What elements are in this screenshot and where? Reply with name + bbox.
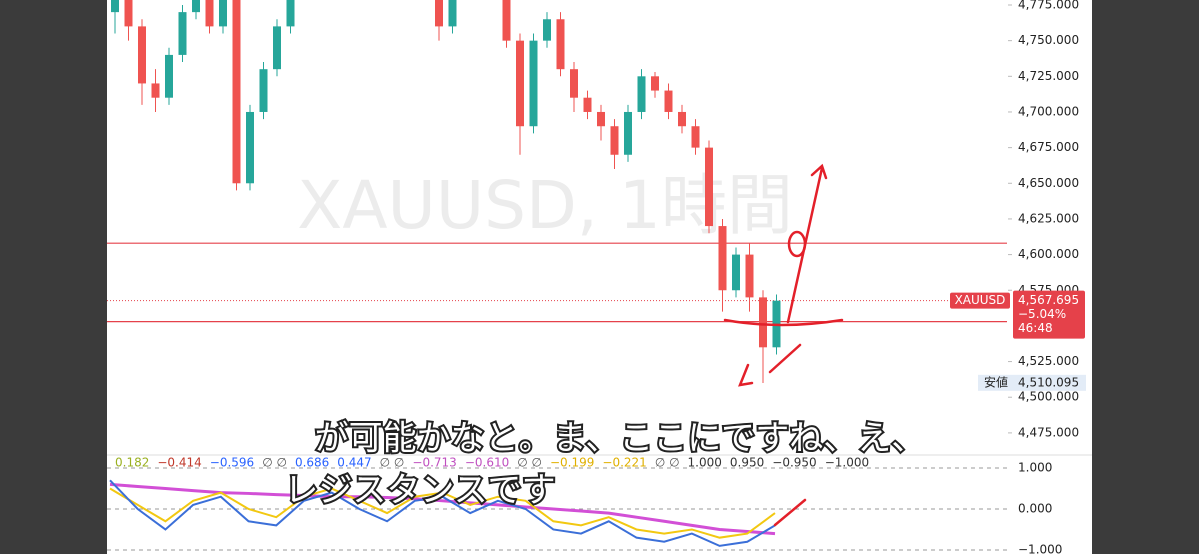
price-axis: 4,775.000 4,750.000 4,725.000 4,700.000 4,67… [950,0,1086,439]
y-tick-label: 4,700.000 [1018,104,1079,118]
candle-body [178,12,187,55]
candle-body [678,111,686,127]
candle-body [691,126,700,148]
candle-body [205,0,214,27]
candle-body [232,0,241,184]
y-tick-label: 4,675.000 [1018,140,1079,154]
symbol-tag [950,292,1010,309]
candle-body [138,26,146,84]
y-tick-label: 4,600.000 [1018,247,1079,261]
candle-body [732,254,740,291]
price-pane [107,0,1007,383]
annotation-stroke [773,498,807,527]
y-tick-label: 4,525.000 [1018,354,1079,368]
candle-body [448,0,457,27]
y-tick-label: −1.000 [1018,542,1062,554]
y-tick-label: 4,775.000 [1018,0,1079,11]
candle-body [273,26,281,70]
candle-body [570,69,578,98]
y-tick-label: 4,650.000 [1018,176,1079,190]
subtitle: が可能かなと。ま、ここにですね、え、 [315,419,926,459]
candle-body [556,19,565,70]
candle-body [664,90,673,112]
legend-value: 0.686 [295,456,329,470]
legend-value: 0.447 [337,456,371,470]
change: −5.04% [1018,307,1066,321]
candle-body [705,147,713,227]
candle-body [516,40,524,127]
last-price-tag [1013,290,1085,339]
chart-area [107,0,1092,554]
annotation-stroke [723,318,844,327]
candle-body [745,254,754,298]
candle-body [246,111,254,184]
oscillator-line [109,479,776,547]
legend-value: ∅ ∅ [517,456,542,470]
candle-body [219,0,227,27]
candle-body [610,126,619,155]
subtitle: レジスタンスです [284,471,555,511]
candle-body [543,19,551,41]
countdown: 46:48 [1018,321,1053,335]
y-tick-label: 4,625.000 [1018,211,1079,225]
candle-body [759,297,767,348]
low-price: 4,510.095 [1018,375,1079,389]
legend-value: ∅ ∅ [380,456,405,470]
symbol-label: XAUUSD [955,293,1006,307]
legend-value: ∅ ∅ [655,456,680,470]
candle-body [718,226,727,291]
candle-body [597,111,605,127]
legend-value: −0.199 [550,456,594,470]
legend-value: −0.414 [157,456,201,470]
legend-value: ∅ ∅ [262,456,287,470]
legend-value: −1.000 [825,456,869,470]
candle-body [192,0,200,13]
candle-body [529,40,538,127]
legend-value: 0.950 [730,456,764,470]
legend-value: 1.000 [688,456,722,470]
low-tag-label: 安値 [984,374,1008,389]
last-price: 4,567.695 [1018,293,1079,307]
candle-body [651,76,659,91]
y-tick-label: 4,750.000 [1018,33,1079,47]
candle-body [435,0,443,27]
candle-body [624,111,632,155]
annotation-circle [787,230,807,258]
candle-body [111,0,119,13]
hand-annotations [723,163,844,527]
y-tick-label: 4,475.000 [1018,425,1079,439]
candle-body [165,54,173,98]
legend-value: −0.713 [412,456,456,470]
watermark: XAUUSD, 1時間 [297,167,793,244]
candle-body [502,0,511,41]
low-tag [978,374,1086,391]
legend-value: −0.596 [210,456,254,470]
annotation-stroke [738,343,802,387]
legend-value: −0.610 [465,456,509,470]
y-tick-label: 1.000 [1018,461,1052,475]
y-tick-label: 0.000 [1018,502,1052,516]
candle-body [124,0,133,27]
y-tick-label: 4,500.000 [1018,390,1079,404]
candle-body [286,0,295,27]
legend-value: −0.950 [772,456,816,470]
legend-value: 0.182 [115,456,149,470]
oscillator-line [109,487,776,539]
candle-body [583,97,592,112]
legend-value: −0.221 [602,456,646,470]
y-tick-label: 4,725.000 [1018,69,1079,83]
oscillator-pane: 1.000 0.000 −1.000 0.182 −0.414 −0.596 ∅ ∅ 0.68… [107,456,1062,554]
candle-body [151,83,160,98]
candle-body [259,69,268,112]
candle-body [637,76,646,112]
